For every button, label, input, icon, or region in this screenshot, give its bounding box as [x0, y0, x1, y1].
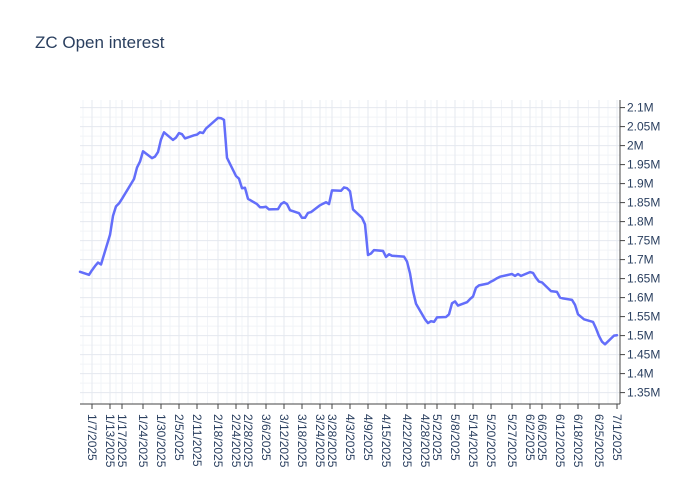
y-axis-tick-labels: 1.35M 1.4M 1.45M 1.5M 1.55M 1.6M 1.65M 1.7M 1.75…	[627, 101, 660, 400]
x-tick-label: 1/7/2025	[85, 414, 99, 461]
x-tick-label: 3/28/2025	[325, 414, 339, 468]
x-tick-label: 5/2/2025	[430, 414, 444, 461]
y-tick-label: 1.65M	[627, 272, 660, 286]
x-tick-label: 2/18/2025	[211, 414, 225, 468]
y-tick-label: 1.45M	[627, 348, 660, 362]
x-tick-label: 5/14/2025	[466, 414, 480, 468]
x-tick-label: 5/8/2025	[448, 414, 462, 461]
x-tick-label: 7/1/2025	[610, 414, 624, 461]
x-tick-label: 5/27/2025	[505, 414, 519, 468]
y-tick-label: 1.4M	[627, 367, 654, 381]
y-tick-label: 1.6M	[627, 291, 654, 305]
y-tick-label: 1.35M	[627, 386, 660, 400]
x-tick-label: 1/30/2025	[154, 414, 168, 468]
y-tick-label: 1.9M	[627, 177, 654, 191]
x-tick-label: 6/6/2025	[535, 414, 549, 461]
y-tick-label: 2.1M	[627, 101, 654, 115]
series-layer	[78, 116, 619, 346]
y-tick-label: 1.95M	[627, 158, 660, 172]
x-tick-label: 4/22/2025	[400, 414, 414, 468]
x-tick-label: 4/15/2025	[379, 414, 393, 468]
y-tick-label: 1.85M	[627, 196, 660, 210]
x-tick-label: 3/18/2025	[295, 414, 309, 468]
x-tick-label: 3/12/2025	[277, 414, 291, 468]
y-tick-label: 1.5M	[627, 329, 654, 343]
series-line-0	[78, 116, 619, 346]
x-tick-label: 2/11/2025	[190, 414, 204, 467]
x-tick-label: 2/28/2025	[241, 414, 255, 468]
y-tick-label: 1.7M	[627, 253, 654, 267]
x-tick-label: 3/6/2025	[259, 414, 273, 461]
x-tick-label: 2/24/2025	[229, 414, 243, 468]
y-tick-label: 1.75M	[627, 234, 660, 248]
x-tick-label: 5/20/2025	[484, 414, 498, 468]
x-tick-label: 1/17/2025	[115, 414, 129, 468]
axes	[80, 100, 625, 409]
chart-title: ZC Open interest	[35, 33, 165, 52]
y-tick-label: 1.8M	[627, 215, 654, 229]
x-tick-label: 6/12/2025	[553, 414, 567, 468]
x-tick-label: 2/5/2025	[172, 414, 186, 461]
x-tick-label: 4/9/2025	[361, 414, 375, 461]
grid-lines	[80, 100, 620, 404]
x-tick-label: 6/2/2025	[523, 414, 537, 461]
y-tick-label: 1.55M	[627, 310, 660, 324]
x-tick-label: 6/18/2025	[571, 414, 585, 468]
x-tick-label: 3/24/2025	[313, 414, 327, 468]
y-tick-label: 2.05M	[627, 120, 660, 134]
x-tick-label: 4/28/2025	[418, 414, 432, 468]
x-tick-label: 6/25/2025	[592, 414, 606, 468]
x-tick-label: 4/3/2025	[343, 414, 357, 461]
y-tick-label: 2M	[627, 139, 644, 153]
x-tick-label: 1/13/2025	[103, 414, 117, 468]
x-tick-label: 1/24/2025	[136, 414, 150, 468]
